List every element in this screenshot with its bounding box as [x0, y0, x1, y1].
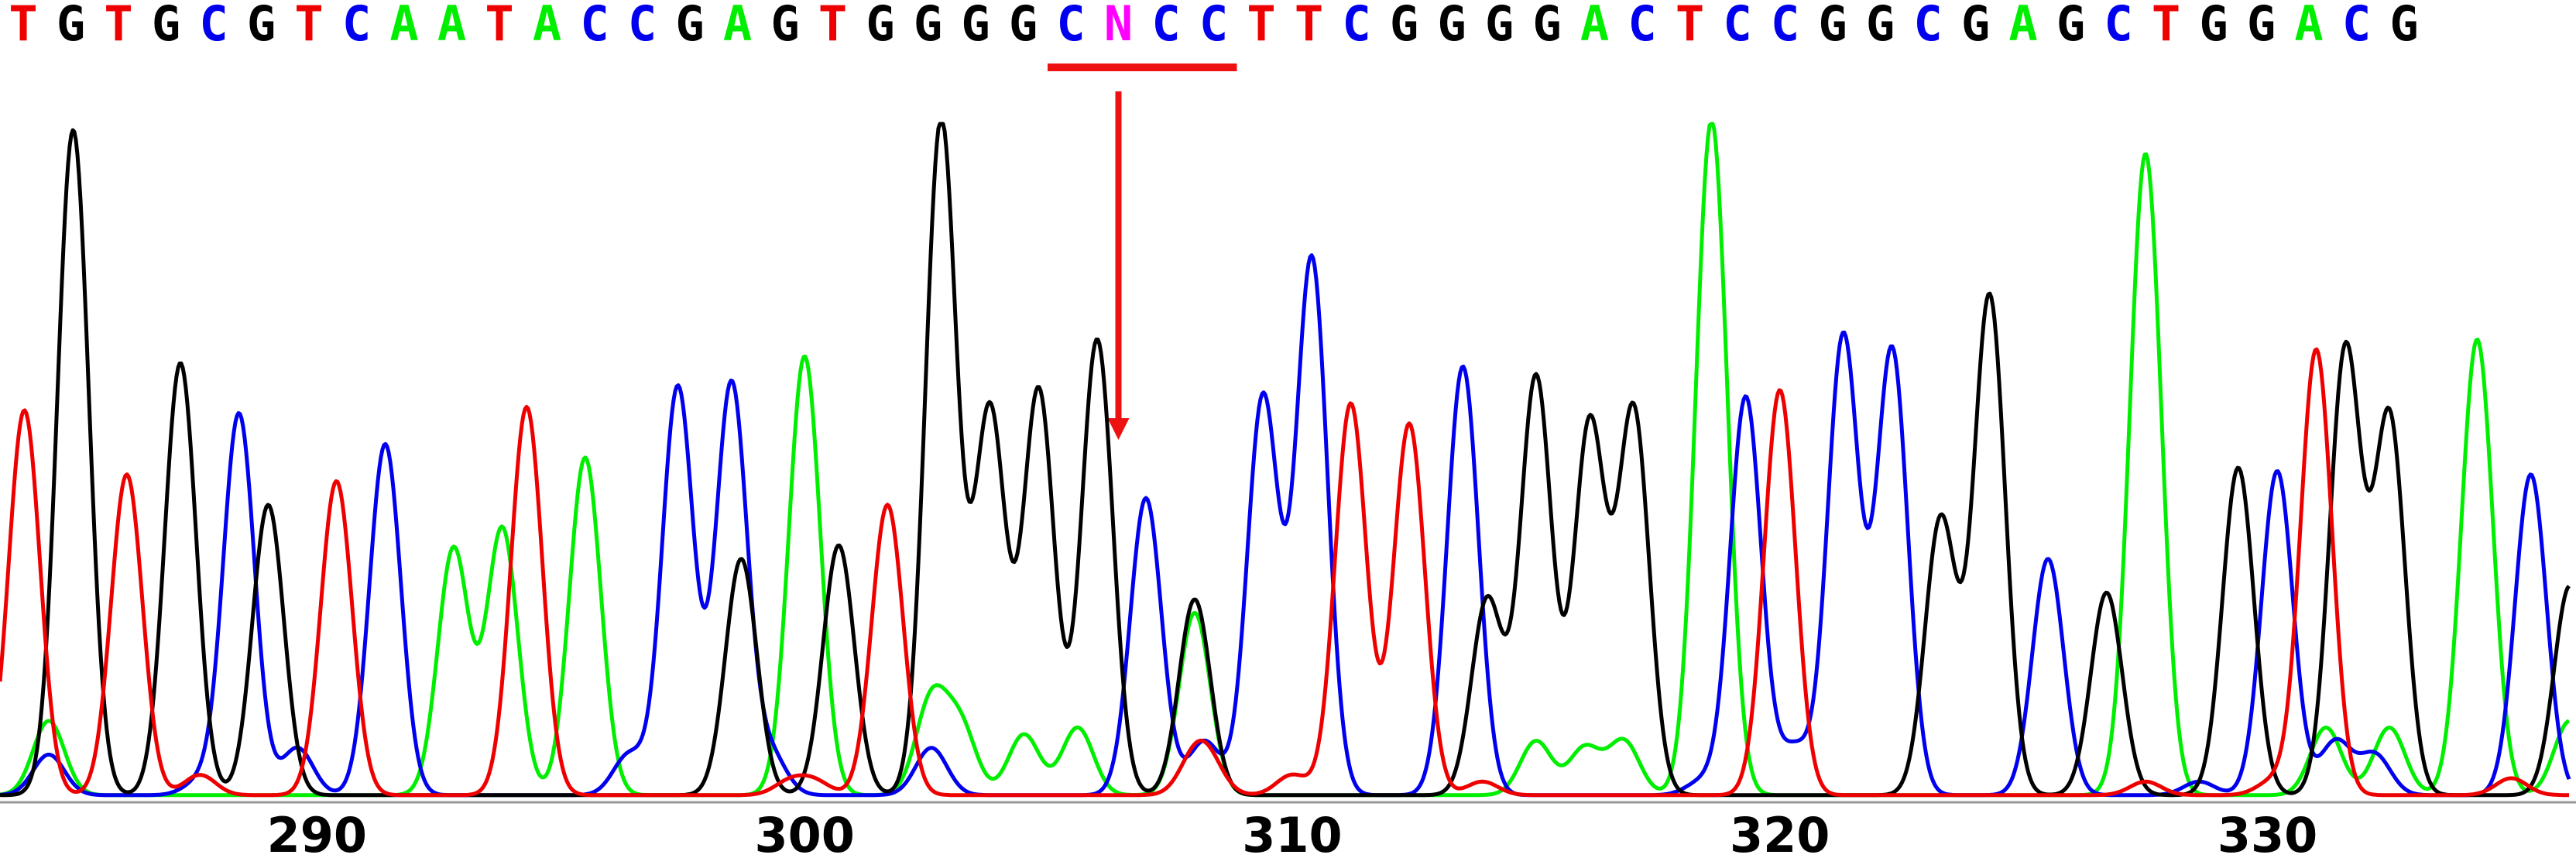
base-call-G: G	[1485, 0, 1514, 52]
base-call-A: A	[2008, 0, 2037, 52]
base-call-C: C	[580, 0, 609, 52]
base-call-G: G	[2389, 0, 2418, 52]
base-call-G: G	[2056, 0, 2085, 52]
base-call-C: C	[1723, 0, 1751, 52]
base-call-A: A	[389, 0, 418, 52]
base-call-A: A	[2294, 0, 2323, 52]
base-call-G: G	[675, 0, 704, 52]
base-call-G: G	[866, 0, 894, 52]
base-call-G: G	[2247, 0, 2276, 52]
base-call-T: T	[485, 0, 513, 52]
base-call-C: C	[628, 0, 657, 52]
x-tick-label: 290	[267, 807, 367, 863]
base-call-A: A	[437, 0, 466, 52]
base-call-T: T	[104, 0, 132, 52]
base-call-G: G	[770, 0, 799, 52]
x-tick-label: 320	[1730, 807, 1830, 863]
base-call-G: G	[247, 0, 276, 52]
base-call-G: G	[152, 0, 180, 52]
base-call-G: G	[57, 0, 85, 52]
base-call-C: C	[342, 0, 371, 52]
trace-C	[0, 253, 2571, 798]
base-call-G: G	[1009, 0, 1038, 52]
base-call-A: A	[533, 0, 561, 52]
base-call-G: G	[2199, 0, 2228, 52]
base-call-G: G	[1532, 0, 1561, 52]
base-call-T: T	[1295, 0, 1323, 52]
base-call-N: N	[1104, 0, 1133, 52]
base-call-T: T	[2152, 0, 2180, 52]
base-call-G: G	[1390, 0, 1418, 52]
base-call-T: T	[1676, 0, 1704, 52]
x-tick-label: 310	[1242, 807, 1342, 863]
base-call-G: G	[1437, 0, 1466, 52]
trace-group	[0, 122, 2571, 798]
base-call-C: C	[1771, 0, 1799, 52]
base-call-T: T	[1247, 0, 1275, 52]
trace-G	[0, 122, 2571, 798]
base-call-C: C	[2104, 0, 2132, 52]
trace-A	[0, 122, 2571, 798]
base-call-G: G	[1961, 0, 1990, 52]
base-call-G: G	[961, 0, 990, 52]
variant-arrow-head-icon	[1107, 418, 1130, 440]
base-call-C: C	[199, 0, 228, 52]
base-call-C: C	[1628, 0, 1656, 52]
variant-annotation	[1048, 64, 1237, 440]
x-axis-ticks: 290 300 310 320 330	[267, 807, 2318, 863]
base-call-G: G	[1866, 0, 1895, 52]
base-call-T: T	[818, 0, 847, 52]
base-call-G: G	[1818, 0, 1847, 52]
base-call-C: C	[1199, 0, 1228, 52]
base-call-C: C	[1913, 0, 1942, 52]
x-tick-label: 300	[754, 807, 854, 863]
x-tick-label: 330	[2218, 807, 2317, 863]
base-call-G: G	[914, 0, 942, 52]
base-call-C: C	[1342, 0, 1370, 52]
base-call-A: A	[1580, 0, 1609, 52]
base-call-T: T	[9, 0, 37, 52]
base-call-C: C	[1056, 0, 1085, 52]
base-call-A: A	[723, 0, 752, 52]
base-call-C: C	[1151, 0, 1180, 52]
base-call-T: T	[294, 0, 323, 52]
base-call-C: C	[2342, 0, 2371, 52]
trace-T	[0, 347, 2570, 798]
